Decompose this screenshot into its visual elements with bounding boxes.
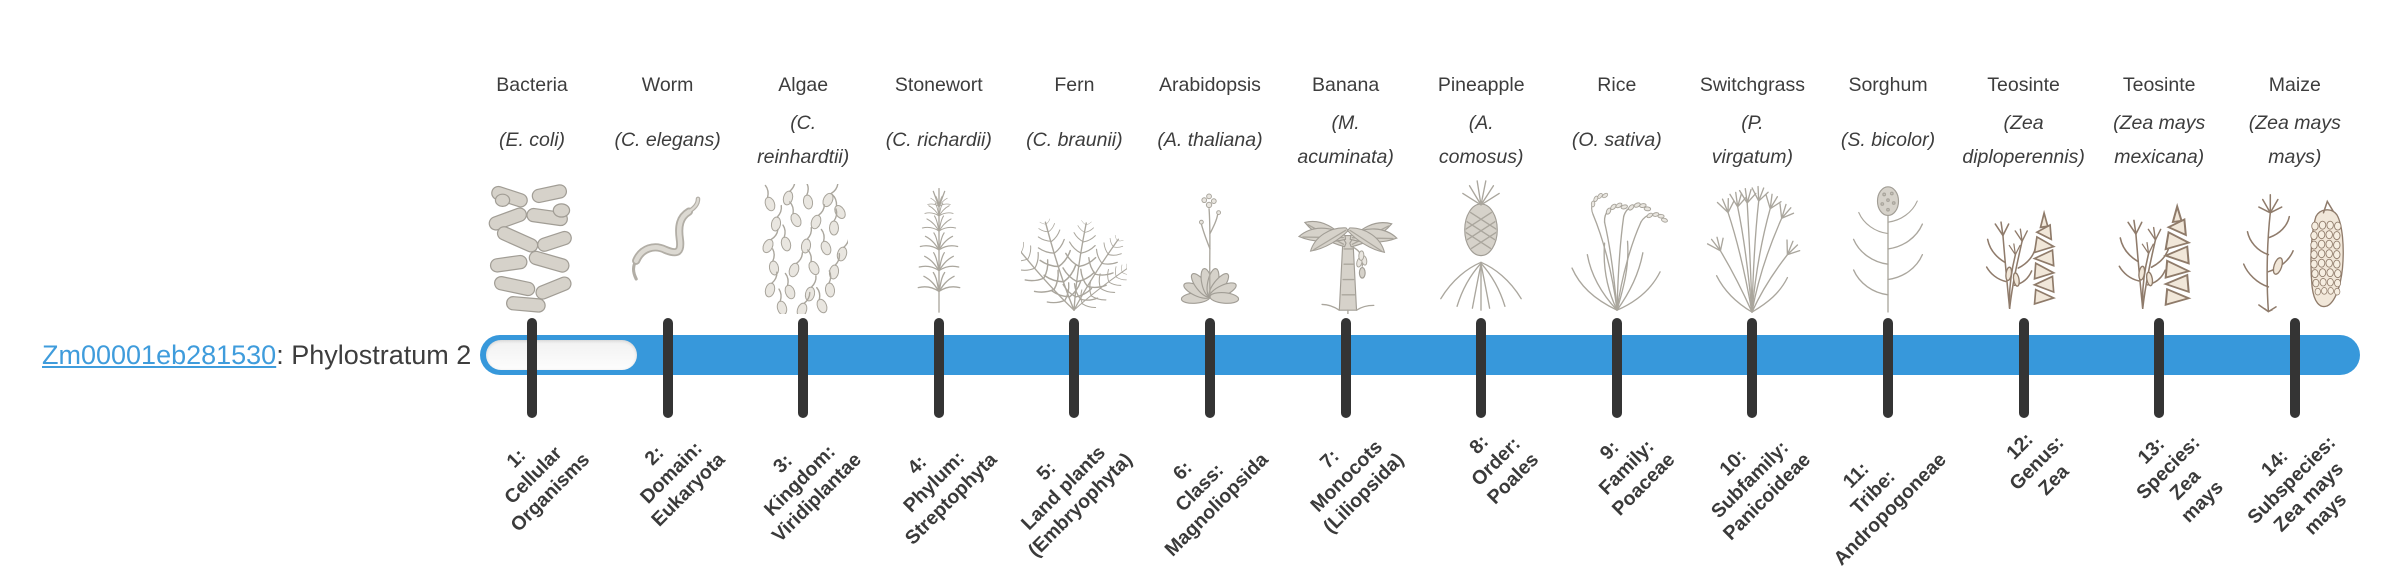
organism-scientific-name: (A. comosus) [1438,112,1524,168]
organism-column: Maize (Zea mays mays) [2223,72,2367,178]
organism-scientific-name: (A. thaliana) [1157,129,1263,151]
phylostratum-tick [2018,318,2029,418]
organism-common-name: Arabidopsis [1159,74,1261,96]
organism-scientific-name: (Zea diploperennis) [1962,112,2085,168]
phylostratum-label: 11: Tribe: Andropogoneae [1828,448,1951,570]
phylostratum-tick [798,318,809,418]
organism-common-name: Switchgrass [1699,74,1805,96]
phylostratum-tick [1883,318,1893,418]
organism-common-name: Pineapple [1437,74,1525,96]
organism-common-name: Fern [1054,74,1095,96]
phylostratum-label: 10: Subfamily: Panicoideae [1706,436,1815,545]
bar-unfilled-segment [486,340,637,370]
phylostratum-tick [1747,318,1758,418]
organism-common-name: Worm [641,74,694,96]
phylostrata-bar [480,335,2360,375]
phylostratum-tick [2154,318,2165,418]
organism-column: Arabidopsis (A. thaliana) [1138,72,1282,178]
organism-common-name: Teosinte [1987,74,2060,96]
phylostratum-tick [933,318,944,418]
organism-column: Sorghum (S. bicolor) [1816,72,1960,178]
organism-scientific-name: (E. coli) [498,129,566,151]
organism-common-name: Rice [1597,74,1637,96]
organism-common-name: Maize [2268,74,2321,96]
phylostratum-tick [1611,318,1622,418]
gene-label: Zm00001eb281530: Phylostratum 2 [42,340,471,371]
organism-column: Rice (O. sativa) [1545,72,1689,178]
teosinte-mexicana-icon [2087,176,2231,314]
organism-column: Bacteria (E. coli) [460,72,604,314]
organism-common-name: Sorghum [1848,74,1928,96]
sorghum-icon [1816,176,1960,314]
organism-common-name: Banana [1311,74,1380,96]
organism-column: Pineapple (A. comosus) [1409,72,1553,178]
phylostratum-tick [2289,318,2300,418]
phylostratum-label: 4: Phylum: Streptophyta [898,447,1002,550]
organism-scientific-name: (O. sativa) [1571,129,1662,151]
organism-column: Fern (C. braunii) [1002,72,1146,178]
algae-icon [731,176,875,314]
organism-column: Teosinte (Zea diploperennis) [1952,72,2096,178]
maize-icon [2223,176,2367,314]
organism-column: Switchgrass (P. virgatum) [1680,72,1824,178]
organism-common-name: Teosinte [2122,74,2196,96]
organism-column: Stonewort (C. richardii) [867,72,1011,178]
fern-icon [1002,176,1146,314]
organism-scientific-name: (M. acuminata) [1297,112,1394,168]
phylostratum-tick [1205,318,1215,418]
rice-icon [1545,176,1689,314]
organism-common-name: Bacteria [496,74,568,96]
gene-phylostratum-text: : Phylostratum 2 [276,340,472,370]
phylostratum-tick [1069,318,1080,418]
phylostratum-tick [1340,318,1351,418]
teosinte-diploperennis-icon [1952,176,2096,314]
stonewort-icon [867,176,1011,314]
phylostratum-label: 13: Species: Zea mays [2132,431,2228,528]
organism-scientific-name: (C. elegans) [614,129,721,151]
phylostratum-label: 14: Subspecies: Zea mays mays [2243,431,2351,540]
phylostratum-label: 3: Kingdom: Viridiplantae [759,440,866,547]
phylostratum-label: 5: Land plants (Embryophyta) [1016,441,1137,562]
phylostratum-label: 8: Order: Poales [1465,430,1544,509]
phylostratum-tick [1476,318,1487,418]
banana-icon [1274,176,1418,314]
phylostratum-label: 7: Monocots (Liliopsida) [1305,435,1408,538]
phylostratum-label: 1: Cellular Organisms [500,442,595,537]
organism-scientific-name: (C. reinhardtii) [757,112,850,168]
phylostratum-tick [527,318,537,418]
switchgrass-icon [1680,176,1824,314]
organism-column: Algae (C. reinhardtii) [731,72,875,178]
phylostratum-label: 12: Genus: Zea [2002,428,2074,500]
gene-id-link[interactable]: Zm00001eb281530 [42,340,277,370]
pineapple-icon [1409,176,1553,314]
organism-column: Teosinte (Zea mays mexicana) [2087,72,2231,178]
organism-scientific-name: (P. virgatum) [1711,112,1794,168]
bacteria-icon [460,176,604,314]
organism-scientific-name: (S. bicolor) [1840,129,1936,151]
phylostratum-tick [662,318,673,418]
phylostratum-label: 9: Family: Poaceae [1594,435,1680,521]
organism-scientific-name: (Zea mays mexicana) [2113,112,2206,168]
organism-column: Worm (C. elegans) [596,72,740,178]
worm-icon [596,176,740,314]
arabidopsis-icon [1138,176,1282,314]
organism-column: Banana (M. acuminata) [1274,72,1418,178]
organism-common-name: Stonewort [894,74,983,96]
organism-common-name: Algae [778,74,829,96]
organism-scientific-name: (C. richardii) [885,129,992,151]
organism-scientific-name: (C. braunii) [1026,129,1123,151]
organism-scientific-name: (Zea mays mays) [2248,112,2341,168]
phylostratum-label: 2: Domain: Eukaryota [636,437,730,531]
phylostratum-label: 6: Class: Magnoliopsida [1160,448,1273,561]
